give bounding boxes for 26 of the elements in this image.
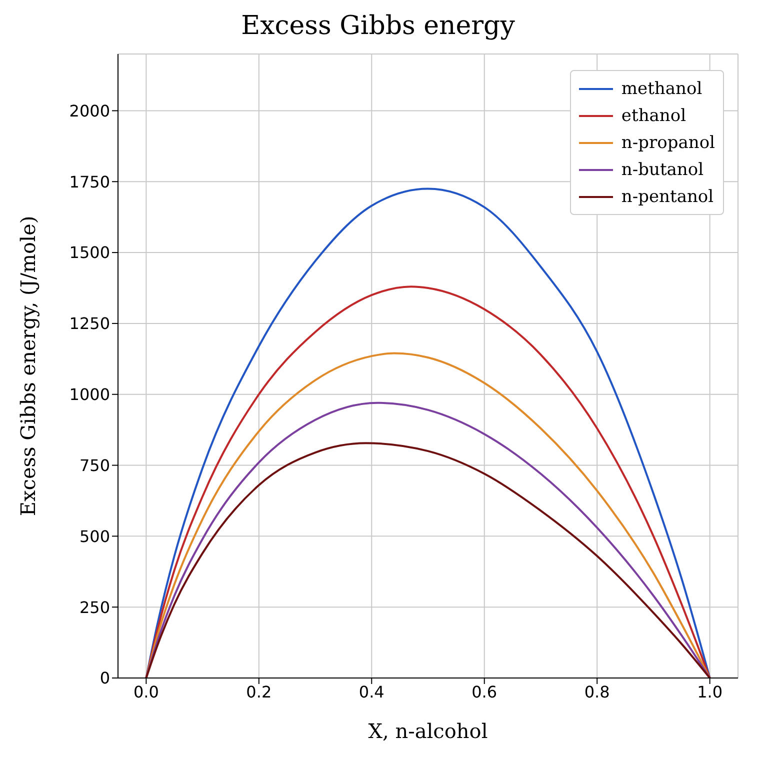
line-series: [145, 352, 711, 678]
y-tick-label: 250: [79, 598, 110, 617]
legend-label: methanol: [621, 78, 702, 98]
y-tick-label: 1750: [69, 172, 110, 192]
legend-label: n-pentanol: [621, 186, 714, 206]
x-tick-label: 0.6: [472, 682, 498, 702]
x-tick-label: 0.0: [133, 682, 159, 702]
y-tick-label: 1250: [69, 314, 110, 334]
x-tick-label: 0.8: [584, 682, 610, 702]
y-tick-label: 1500: [69, 243, 110, 262]
legend-label: ethanol: [621, 106, 686, 126]
y-tick-label: 2000: [69, 101, 110, 120]
legend-label: n-propanol: [621, 132, 715, 152]
y-axis-title: Excess Gibbs energy, (J/mole): [16, 216, 40, 516]
y-tick-label: 500: [79, 526, 110, 546]
y-tick-label: 1000: [69, 385, 110, 404]
y-tick-label: 750: [79, 456, 110, 475]
x-tick-label: 1.0: [697, 682, 723, 702]
line-series: [145, 188, 711, 678]
y-tick-label: 0: [100, 668, 110, 688]
x-axis-title: X, n-alcohol: [368, 719, 488, 743]
legend-label: n-butanol: [621, 160, 704, 180]
x-tick-label: 0.4: [358, 682, 384, 702]
x-tick-label: 0.2: [246, 682, 272, 702]
line-series: [145, 286, 711, 678]
chart-title: Excess Gibbs energy: [240, 10, 516, 43]
